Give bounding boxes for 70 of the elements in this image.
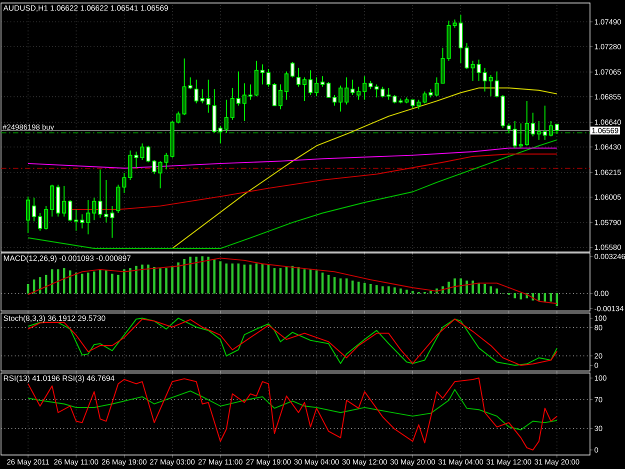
- candlestick: [200, 88, 204, 104]
- candlestick: [548, 120, 553, 137]
- candlestick: [416, 99, 421, 110]
- candlestick: [494, 70, 499, 98]
- candlestick: [68, 200, 72, 222]
- candlestick: [422, 91, 427, 104]
- candlestick: [290, 62, 295, 78]
- candlestick: [374, 84, 379, 98]
- candlestick: [512, 120, 517, 149]
- candlestick: [194, 79, 198, 104]
- candlestick: [476, 59, 481, 82]
- candlestick: [260, 64, 264, 85]
- candlestick: [380, 86, 385, 98]
- candlestick: [206, 79, 210, 114]
- candlestick: [344, 76, 349, 105]
- candlestick: [536, 120, 541, 140]
- candlestick: [80, 214, 84, 229]
- candlestick: [350, 79, 355, 96]
- candlestick: [362, 76, 367, 100]
- candlestick: [386, 88, 391, 100]
- candlestick: [74, 209, 78, 232]
- candlestick: [86, 200, 90, 235]
- candlestick: [92, 197, 96, 221]
- candlestick: [296, 67, 301, 88]
- candlestick: [266, 68, 270, 88]
- candlestick: [50, 184, 54, 218]
- line-series: [28, 148, 558, 169]
- candlestick: [110, 206, 114, 238]
- candlestick: [470, 60, 475, 82]
- candlestick: [38, 212, 42, 232]
- candlestick: [308, 70, 313, 96]
- candlestick: [482, 67, 487, 92]
- candlestick: [176, 111, 180, 124]
- candlestick: [518, 122, 523, 149]
- candlestick: [524, 100, 529, 146]
- candlestick: [284, 70, 289, 100]
- candlestick: [98, 168, 102, 218]
- candlestick: [338, 85, 343, 112]
- candlestick: [158, 160, 162, 189]
- candlestick: [248, 84, 252, 100]
- candlestick: [32, 197, 36, 222]
- candlestick: [278, 84, 282, 110]
- candlestick: [326, 82, 331, 98]
- candlestick: [272, 82, 276, 106]
- candlestick: [164, 152, 168, 170]
- candlestick: [356, 86, 361, 100]
- candlestick: [116, 184, 120, 214]
- candlestick: [62, 185, 66, 218]
- candlestick: [230, 88, 234, 120]
- candlestick: [128, 150, 132, 180]
- candlestick: [188, 76, 192, 90]
- candlestick: [542, 105, 547, 140]
- candlestick: [506, 122, 511, 134]
- candlestick: [26, 196, 30, 234]
- candlestick: [218, 125, 222, 144]
- candlestick: [488, 74, 493, 97]
- line-series: [28, 389, 558, 430]
- candlestick: [236, 70, 240, 106]
- candlestick: [314, 76, 319, 97]
- candlestick: [302, 76, 307, 102]
- candlestick: [104, 180, 108, 223]
- candlestick: [44, 206, 48, 230]
- candlestick: [332, 94, 337, 106]
- candlestick: [242, 82, 246, 122]
- candlestick: [464, 42, 469, 70]
- candlestick: [122, 172, 126, 194]
- candlestick: [554, 124, 559, 134]
- candlestick: [530, 112, 535, 137]
- candlestick: [224, 99, 228, 134]
- candlestick: [320, 76, 325, 88]
